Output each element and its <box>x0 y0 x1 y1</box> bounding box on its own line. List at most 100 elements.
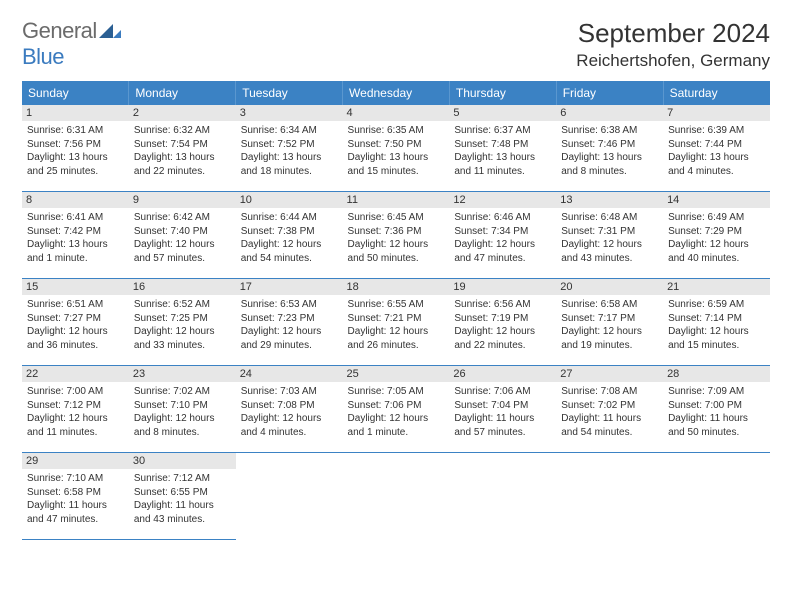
calendar-cell: 12Sunrise: 6:46 AMSunset: 7:34 PMDayligh… <box>449 192 556 279</box>
day-header: Sunday <box>22 81 129 105</box>
daylight-line: Daylight: 12 hours and 29 minutes. <box>241 325 338 352</box>
sunrise-line: Sunrise: 6:39 AM <box>668 124 765 138</box>
sunrise-line: Sunrise: 6:46 AM <box>454 211 551 225</box>
day-number: 30 <box>129 453 236 469</box>
daylight-line: Daylight: 11 hours and 57 minutes. <box>454 412 551 439</box>
sunset-line: Sunset: 7:54 PM <box>134 138 231 152</box>
sunrise-line: Sunrise: 6:55 AM <box>348 298 445 312</box>
sunrise-line: Sunrise: 6:42 AM <box>134 211 231 225</box>
sunset-line: Sunset: 7:02 PM <box>561 399 658 413</box>
day-number: 25 <box>343 366 450 382</box>
sunrise-line: Sunrise: 7:08 AM <box>561 385 658 399</box>
day-cell: 3Sunrise: 6:34 AMSunset: 7:52 PMDaylight… <box>236 105 343 191</box>
daylight-line: Daylight: 11 hours and 50 minutes. <box>668 412 765 439</box>
day-number: 26 <box>449 366 556 382</box>
day-cell: 6Sunrise: 6:38 AMSunset: 7:46 PMDaylight… <box>556 105 663 191</box>
daylight-line: Daylight: 13 hours and 1 minute. <box>27 238 124 265</box>
daylight-line: Daylight: 12 hours and 50 minutes. <box>348 238 445 265</box>
day-cell: 25Sunrise: 7:05 AMSunset: 7:06 PMDayligh… <box>343 366 450 452</box>
day-number: 4 <box>343 105 450 121</box>
day-header: Tuesday <box>236 81 343 105</box>
logo-text: General Blue <box>22 18 121 70</box>
day-cell: 1Sunrise: 6:31 AMSunset: 7:56 PMDaylight… <box>22 105 129 191</box>
day-number: 9 <box>129 192 236 208</box>
day-number: 5 <box>449 105 556 121</box>
day-number: 22 <box>22 366 129 382</box>
sunrise-line: Sunrise: 6:53 AM <box>241 298 338 312</box>
sunrise-line: Sunrise: 6:37 AM <box>454 124 551 138</box>
calendar-cell: 22Sunrise: 7:00 AMSunset: 7:12 PMDayligh… <box>22 366 129 453</box>
sunset-line: Sunset: 7:48 PM <box>454 138 551 152</box>
day-cell: 2Sunrise: 6:32 AMSunset: 7:54 PMDaylight… <box>129 105 236 191</box>
day-cell: 8Sunrise: 6:41 AMSunset: 7:42 PMDaylight… <box>22 192 129 278</box>
day-cell: 20Sunrise: 6:58 AMSunset: 7:17 PMDayligh… <box>556 279 663 365</box>
sunset-line: Sunset: 7:12 PM <box>27 399 124 413</box>
sunset-line: Sunset: 7:36 PM <box>348 225 445 239</box>
daylight-line: Daylight: 12 hours and 47 minutes. <box>454 238 551 265</box>
daylight-line: Daylight: 13 hours and 18 minutes. <box>241 151 338 178</box>
day-number: 16 <box>129 279 236 295</box>
logo-word2: Blue <box>22 44 64 69</box>
day-cell: 7Sunrise: 6:39 AMSunset: 7:44 PMDaylight… <box>663 105 770 191</box>
day-cell: 17Sunrise: 6:53 AMSunset: 7:23 PMDayligh… <box>236 279 343 365</box>
calendar-cell <box>236 453 343 540</box>
calendar-cell: 16Sunrise: 6:52 AMSunset: 7:25 PMDayligh… <box>129 279 236 366</box>
calendar-week: 15Sunrise: 6:51 AMSunset: 7:27 PMDayligh… <box>22 279 770 366</box>
sunset-line: Sunset: 6:55 PM <box>134 486 231 500</box>
calendar-cell: 10Sunrise: 6:44 AMSunset: 7:38 PMDayligh… <box>236 192 343 279</box>
day-header: Thursday <box>449 81 556 105</box>
calendar-cell: 9Sunrise: 6:42 AMSunset: 7:40 PMDaylight… <box>129 192 236 279</box>
location: Reichertshofen, Germany <box>576 51 770 71</box>
calendar-cell: 3Sunrise: 6:34 AMSunset: 7:52 PMDaylight… <box>236 105 343 192</box>
day-number: 18 <box>343 279 450 295</box>
day-number: 6 <box>556 105 663 121</box>
day-cell: 21Sunrise: 6:59 AMSunset: 7:14 PMDayligh… <box>663 279 770 365</box>
sunrise-line: Sunrise: 6:48 AM <box>561 211 658 225</box>
daylight-line: Daylight: 13 hours and 15 minutes. <box>348 151 445 178</box>
calendar-cell: 4Sunrise: 6:35 AMSunset: 7:50 PMDaylight… <box>343 105 450 192</box>
daylight-line: Daylight: 12 hours and 8 minutes. <box>134 412 231 439</box>
sunrise-line: Sunrise: 6:41 AM <box>27 211 124 225</box>
calendar-cell <box>343 453 450 540</box>
sunset-line: Sunset: 7:29 PM <box>668 225 765 239</box>
day-number: 10 <box>236 192 343 208</box>
day-cell: 14Sunrise: 6:49 AMSunset: 7:29 PMDayligh… <box>663 192 770 278</box>
day-cell: 5Sunrise: 6:37 AMSunset: 7:48 PMDaylight… <box>449 105 556 191</box>
sunrise-line: Sunrise: 7:12 AM <box>134 472 231 486</box>
logo-word1: General <box>22 18 97 43</box>
calendar-week: 1Sunrise: 6:31 AMSunset: 7:56 PMDaylight… <box>22 105 770 192</box>
sunset-line: Sunset: 7:08 PM <box>241 399 338 413</box>
calendar-week: 22Sunrise: 7:00 AMSunset: 7:12 PMDayligh… <box>22 366 770 453</box>
day-cell: 19Sunrise: 6:56 AMSunset: 7:19 PMDayligh… <box>449 279 556 365</box>
sunset-line: Sunset: 7:10 PM <box>134 399 231 413</box>
sunrise-line: Sunrise: 6:38 AM <box>561 124 658 138</box>
day-header: Wednesday <box>343 81 450 105</box>
day-number: 21 <box>663 279 770 295</box>
daylight-line: Daylight: 13 hours and 4 minutes. <box>668 151 765 178</box>
day-header: Monday <box>129 81 236 105</box>
sunrise-line: Sunrise: 6:56 AM <box>454 298 551 312</box>
calendar-cell: 20Sunrise: 6:58 AMSunset: 7:17 PMDayligh… <box>556 279 663 366</box>
day-number: 8 <box>22 192 129 208</box>
sunset-line: Sunset: 7:06 PM <box>348 399 445 413</box>
calendar-table: SundayMondayTuesdayWednesdayThursdayFrid… <box>22 81 770 540</box>
calendar-week: 29Sunrise: 7:10 AMSunset: 6:58 PMDayligh… <box>22 453 770 540</box>
sunset-line: Sunset: 7:27 PM <box>27 312 124 326</box>
calendar-cell: 24Sunrise: 7:03 AMSunset: 7:08 PMDayligh… <box>236 366 343 453</box>
sunset-line: Sunset: 7:21 PM <box>348 312 445 326</box>
day-number: 24 <box>236 366 343 382</box>
sunset-line: Sunset: 7:38 PM <box>241 225 338 239</box>
calendar-cell: 17Sunrise: 6:53 AMSunset: 7:23 PMDayligh… <box>236 279 343 366</box>
calendar-cell: 18Sunrise: 6:55 AMSunset: 7:21 PMDayligh… <box>343 279 450 366</box>
day-number: 13 <box>556 192 663 208</box>
sunrise-line: Sunrise: 7:05 AM <box>348 385 445 399</box>
day-cell: 15Sunrise: 6:51 AMSunset: 7:27 PMDayligh… <box>22 279 129 365</box>
day-header: Saturday <box>663 81 770 105</box>
sunset-line: Sunset: 7:50 PM <box>348 138 445 152</box>
calendar-cell: 27Sunrise: 7:08 AMSunset: 7:02 PMDayligh… <box>556 366 663 453</box>
calendar-cell: 8Sunrise: 6:41 AMSunset: 7:42 PMDaylight… <box>22 192 129 279</box>
day-header-row: SundayMondayTuesdayWednesdayThursdayFrid… <box>22 81 770 105</box>
calendar-cell: 21Sunrise: 6:59 AMSunset: 7:14 PMDayligh… <box>663 279 770 366</box>
sunrise-line: Sunrise: 7:06 AM <box>454 385 551 399</box>
day-number: 23 <box>129 366 236 382</box>
